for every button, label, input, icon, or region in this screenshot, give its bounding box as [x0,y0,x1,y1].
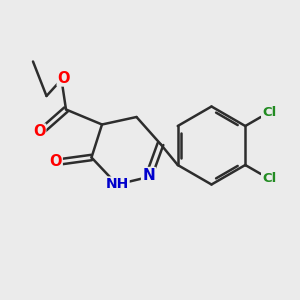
Text: O: O [33,124,45,140]
Text: Cl: Cl [262,172,276,185]
Text: O: O [49,154,62,169]
Text: O: O [58,70,70,86]
Text: NH: NH [105,178,129,191]
Text: Cl: Cl [262,106,276,119]
Text: N: N [142,168,155,183]
